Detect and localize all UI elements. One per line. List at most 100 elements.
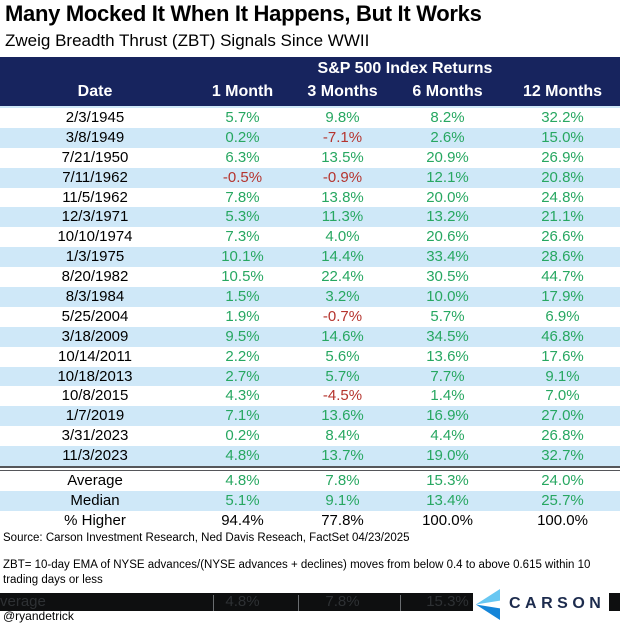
value-cell: 1.9% — [225, 307, 260, 325]
date-cell: Average — [67, 472, 123, 489]
page-title: Many Mocked It When It Happens, But It W… — [5, 1, 482, 26]
table-row: 1/7/2019 7.1% 13.6% 16.9% 27.0% — [0, 406, 620, 427]
value-cell: 77.8% — [321, 512, 364, 529]
value-cell: 32.2% — [541, 109, 584, 126]
value-cell: 13.8% — [321, 188, 364, 206]
bar-gap — [213, 595, 214, 611]
value-cell: 13.5% — [321, 148, 364, 166]
column-header: 1 Month — [211, 83, 274, 100]
value-cell: 16.9% — [426, 407, 469, 425]
date-cell: 8/3/1984 — [65, 288, 125, 306]
value-cell: 94.4% — [221, 512, 264, 529]
value-cell: 26.6% — [541, 228, 584, 246]
source-text: Source: Carson Investment Research, Ned … — [3, 532, 410, 544]
date-cell: 10/14/2011 — [58, 347, 132, 365]
author-handle: @ryandetrick — [3, 609, 74, 623]
value-cell: 7.7% — [430, 367, 465, 385]
date-cell: 2/3/1945 — [65, 109, 125, 126]
column-header: 6 Months — [412, 83, 483, 100]
date-cell: 7/11/1962 — [62, 168, 128, 186]
value-cell: 26.8% — [541, 427, 584, 445]
value-cell: -0.7% — [322, 307, 363, 325]
bar-gap — [298, 595, 299, 611]
value-cell: 5.6% — [325, 347, 360, 365]
value-cell: 21.1% — [541, 208, 584, 226]
value-cell: 2.6% — [430, 128, 465, 146]
value-cell: 34.5% — [426, 327, 469, 345]
value-cell: 4.8% — [225, 472, 260, 489]
value-cell: 12.1% — [426, 168, 469, 186]
table-header-band: S&P 500 Index Returns Date 1 Month 3 Month… — [0, 57, 620, 108]
value-cell: 20.9% — [426, 148, 469, 166]
ghost-cell: 7.8% — [325, 593, 360, 610]
table-row: Average 4.8% 7.8% 15.3% 24.0% — [0, 471, 620, 491]
value-cell: 11.3% — [321, 208, 364, 226]
value-cell: 7.0% — [545, 387, 580, 405]
date-cell: 10/10/1974 — [57, 228, 133, 246]
value-cell: 0.2% — [225, 128, 260, 146]
value-cell: 10.5% — [221, 268, 264, 286]
value-cell: 22.4% — [321, 268, 364, 286]
value-cell: 8.2% — [430, 109, 465, 126]
date-cell: 7/21/1950 — [61, 148, 129, 166]
date-cell: 12/3/1971 — [61, 208, 129, 226]
page-subtitle: Zweig Breadth Thrust (ZBT) Signals Since… — [5, 31, 370, 50]
value-cell: 46.8% — [541, 327, 584, 345]
table-row: 10/18/2013 2.7% 5.7% 7.7% 9.1% — [0, 366, 620, 387]
date-cell: 8/20/1982 — [61, 268, 129, 286]
value-cell: -0.5% — [222, 168, 263, 186]
value-cell: 13.6% — [321, 407, 364, 425]
date-cell: 3/8/1949 — [65, 128, 125, 146]
value-cell: 5.7% — [325, 367, 360, 385]
table-row: 3/8/1949 0.2% -7.1% 2.6% 15.0% — [0, 127, 620, 148]
value-cell: 19.0% — [426, 447, 469, 465]
ghost-cell: verage — [0, 593, 46, 610]
value-cell: 20.8% — [541, 168, 584, 186]
value-cell: 14.6% — [321, 327, 364, 345]
value-cell: 2.2% — [225, 347, 260, 365]
footnote-text: ZBT= 10-day EMA of NYSE advances/(NYSE a… — [3, 559, 591, 586]
table-row: 1/3/1975 10.1% 14.4% 33.4% 28.6% — [0, 247, 620, 268]
date-cell: 10/18/2013 — [57, 367, 133, 385]
date-cell: 5/25/2004 — [61, 307, 129, 325]
date-cell: 11/3/2023 — [62, 447, 128, 465]
carson-logo-wordmark: CARSON — [509, 595, 606, 612]
table-row: 12/3/1971 5.3% 11.3% 13.2% 21.1% — [0, 207, 620, 228]
table-row: 11/5/1962 7.8% 13.8% 20.0% 24.8% — [0, 188, 620, 208]
value-cell: 13.4% — [426, 492, 469, 509]
date-cell: 11/5/1962 — [62, 188, 128, 206]
value-cell: 15.3% — [426, 472, 469, 489]
date-cell: 1/3/1975 — [65, 248, 125, 266]
date-cell: % Higher — [64, 512, 126, 529]
table-row: 8/3/1984 1.5% 3.2% 10.0% 17.9% — [0, 287, 620, 307]
value-cell: 0.2% — [225, 427, 260, 445]
value-cell: 7.1% — [225, 407, 260, 425]
column-header: 12 Months — [522, 83, 603, 100]
table-row: 7/21/1950 6.3% 13.5% 20.9% 26.9% — [0, 148, 620, 168]
value-cell: 24.0% — [541, 472, 584, 489]
value-cell: 4.4% — [430, 427, 465, 445]
value-cell: 3.2% — [325, 288, 360, 306]
value-cell: 30.5% — [426, 268, 469, 286]
value-cell: 32.7% — [541, 447, 584, 465]
value-cell: 100.0% — [537, 512, 588, 529]
column-headers: Date 1 Month 3 Months 6 Months 12 Months — [0, 83, 620, 101]
column-header: Date — [77, 83, 113, 100]
ghost-row: verage 4.8% 7.8% 15.3% — [0, 593, 473, 611]
value-cell: 5.3% — [225, 208, 260, 226]
value-cell: 100.0% — [422, 512, 473, 529]
value-cell: 9.5% — [225, 327, 260, 345]
bottom-bar-right-block — [609, 593, 620, 611]
value-cell: 7.8% — [325, 472, 360, 489]
value-cell: 5.7% — [430, 307, 465, 325]
table-row: Median 5.1% 9.1% 13.4% 25.7% — [0, 491, 620, 511]
value-cell: 26.9% — [541, 148, 584, 166]
table-row: 3/18/2009 9.5% 14.6% 34.5% 46.8% — [0, 326, 620, 347]
value-cell: 13.7% — [321, 447, 364, 465]
value-cell: 4.3% — [225, 387, 260, 405]
value-cell: 14.4% — [321, 248, 364, 266]
group-header: S&P 500 Index Returns — [317, 60, 493, 77]
value-cell: 9.1% — [545, 367, 580, 385]
table-row: 11/3/2023 4.8% 13.7% 19.0% 32.7% — [0, 446, 620, 467]
